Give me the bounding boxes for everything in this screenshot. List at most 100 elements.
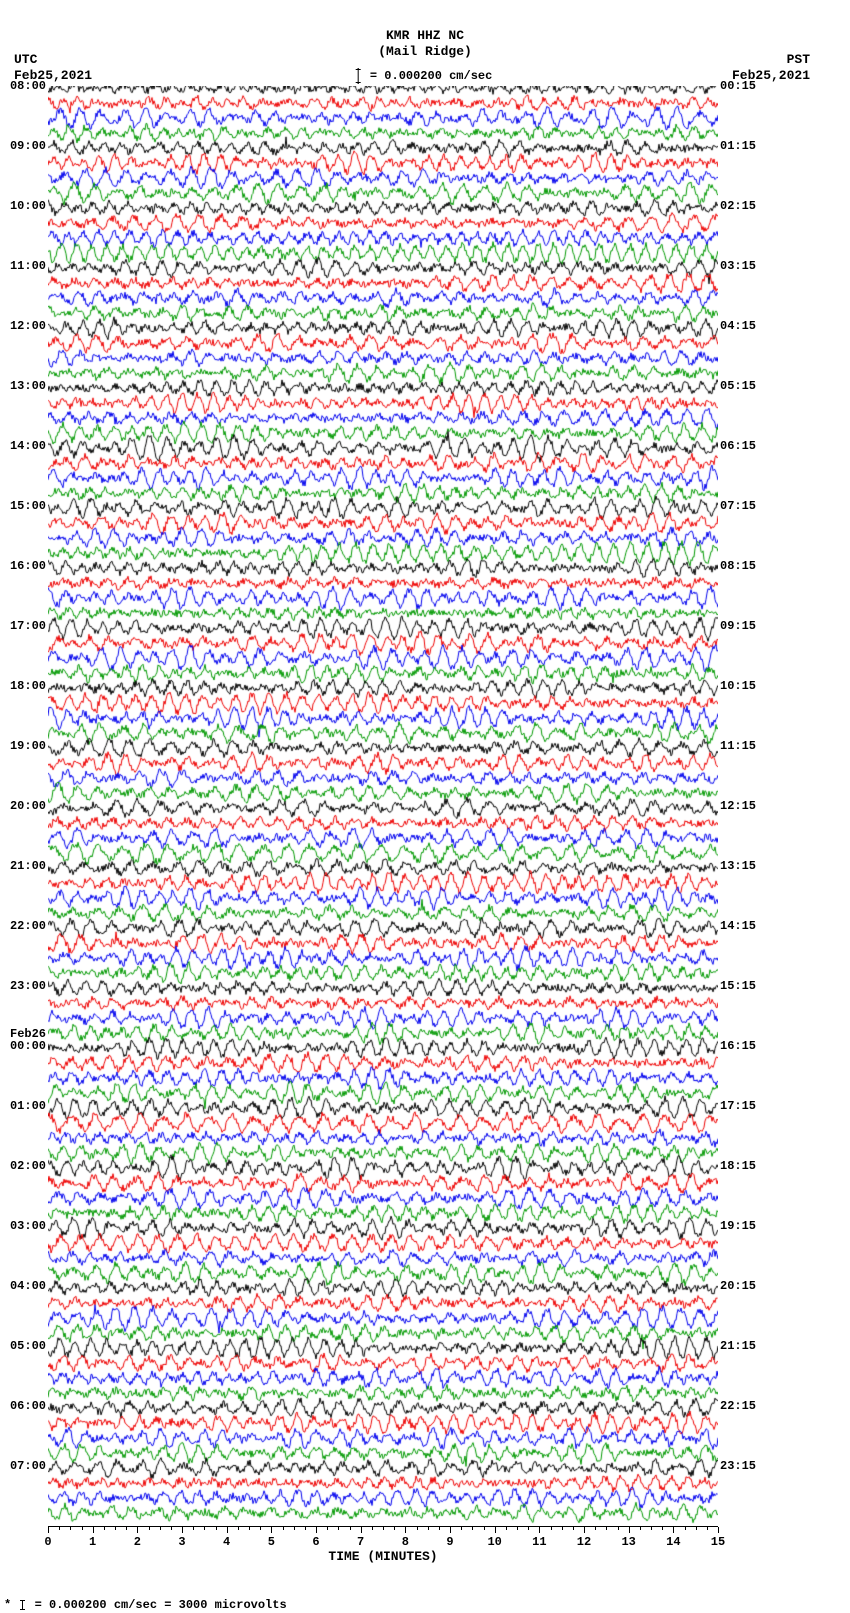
hour-label-left: 09:00: [2, 140, 46, 152]
hour-label-left: 01:00: [2, 1100, 46, 1112]
x-tick-minor: [249, 1527, 250, 1530]
hour-label-right: 11:15: [720, 740, 756, 752]
hour-label-left: 04:00: [2, 1280, 46, 1292]
x-tick-minor: [149, 1527, 150, 1530]
hour-label-right: 03:15: [720, 260, 756, 272]
hour-label-right: 04:15: [720, 320, 756, 332]
hour-label-right: 06:15: [720, 440, 756, 452]
x-tick-minor: [517, 1527, 518, 1530]
x-tick: [673, 1527, 674, 1533]
x-tick-label: 2: [134, 1535, 141, 1549]
x-tick-minor: [394, 1527, 395, 1530]
x-tick-minor: [350, 1527, 351, 1530]
hour-label-left: 15:00: [2, 500, 46, 512]
x-tick: [405, 1527, 406, 1533]
hour-label-left: 07:00: [2, 1460, 46, 1472]
x-tick-minor: [562, 1527, 563, 1530]
hour-label-right: 07:15: [720, 500, 756, 512]
x-tick-minor: [59, 1527, 60, 1530]
x-tick-minor: [82, 1527, 83, 1530]
footer-scale-text: = 0.000200 cm/sec = 3000 microvolts: [35, 1598, 287, 1612]
x-tick-minor: [573, 1527, 574, 1530]
seismic-traces-canvas: [48, 86, 718, 1526]
x-tick-label: 1: [89, 1535, 96, 1549]
x-tick: [450, 1527, 451, 1533]
x-tick-label: 6: [312, 1535, 319, 1549]
x-tick-minor: [115, 1527, 116, 1530]
hour-label-left: 08:00: [2, 80, 46, 92]
hour-label-left: 10:00: [2, 200, 46, 212]
x-tick-minor: [283, 1527, 284, 1530]
hour-label-left: 19:00: [2, 740, 46, 752]
x-tick-minor: [372, 1527, 373, 1530]
x-tick-minor: [216, 1527, 217, 1530]
hour-label-left: 22:00: [2, 920, 46, 932]
x-tick-minor: [171, 1527, 172, 1530]
hour-label-left: 12:00: [2, 320, 46, 332]
hour-label-left: 17:00: [2, 620, 46, 632]
x-tick-label: 5: [268, 1535, 275, 1549]
x-tick-minor: [640, 1527, 641, 1530]
x-tick-label: 13: [621, 1535, 635, 1549]
x-tick-minor: [327, 1527, 328, 1530]
x-tick-minor: [417, 1527, 418, 1530]
x-tick-minor: [204, 1527, 205, 1530]
hour-label-left: 14:00: [2, 440, 46, 452]
hour-label-left: 20:00: [2, 800, 46, 812]
hour-label-left: 02:00: [2, 1160, 46, 1172]
x-tick-minor: [294, 1527, 295, 1530]
x-tick-label: 9: [446, 1535, 453, 1549]
x-tick: [137, 1527, 138, 1533]
x-tick-minor: [160, 1527, 161, 1530]
hour-label-right: 23:15: [720, 1460, 756, 1472]
header-block: KMR HHZ NC (Mail Ridge): [0, 28, 850, 59]
x-tick-minor: [238, 1527, 239, 1530]
x-tick-minor: [685, 1527, 686, 1530]
x-tick-minor: [439, 1527, 440, 1530]
hour-label-left: 18:00: [2, 680, 46, 692]
x-tick: [271, 1527, 272, 1533]
x-tick-minor: [193, 1527, 194, 1530]
x-tick: [629, 1527, 630, 1533]
x-tick-label: 7: [357, 1535, 364, 1549]
right-tz-label: PST: [732, 52, 810, 68]
x-tick: [93, 1527, 94, 1533]
x-tick-label: 15: [711, 1535, 725, 1549]
hour-label-left: 03:00: [2, 1220, 46, 1232]
x-tick-label: 3: [178, 1535, 185, 1549]
x-tick-label: 4: [223, 1535, 230, 1549]
x-tick-minor: [551, 1527, 552, 1530]
x-tick-minor: [428, 1527, 429, 1530]
x-tick-minor: [618, 1527, 619, 1530]
hour-label-left: 06:00: [2, 1400, 46, 1412]
x-tick: [495, 1527, 496, 1533]
x-tick-minor: [528, 1527, 529, 1530]
x-tick: [227, 1527, 228, 1533]
hour-label-right: 14:15: [720, 920, 756, 932]
x-tick-minor: [506, 1527, 507, 1530]
hour-label-left: 05:00: [2, 1340, 46, 1352]
x-tick-minor: [595, 1527, 596, 1530]
x-tick: [316, 1527, 317, 1533]
hour-label-right: 19:15: [720, 1220, 756, 1232]
hour-label-right: 15:15: [720, 980, 756, 992]
footer-scale: * = 0.000200 cm/sec = 3000 microvolts: [4, 1598, 287, 1612]
hour-label-right: 20:15: [720, 1280, 756, 1292]
x-tick-label: 14: [666, 1535, 680, 1549]
hour-label-left: 16:00: [2, 560, 46, 572]
x-tick: [539, 1527, 540, 1533]
x-tick: [361, 1527, 362, 1533]
x-tick-minor: [260, 1527, 261, 1530]
hour-label-right: 16:15: [720, 1040, 756, 1052]
hour-label-right: 01:15: [720, 140, 756, 152]
hour-label-right: 09:15: [720, 620, 756, 632]
x-tick-label: 12: [577, 1535, 591, 1549]
hour-label-right: 21:15: [720, 1340, 756, 1352]
plot-area: [48, 86, 718, 1526]
hour-label-left: 13:00: [2, 380, 46, 392]
hour-label-right: 18:15: [720, 1160, 756, 1172]
x-tick: [718, 1527, 719, 1533]
hour-label-right: 12:15: [720, 800, 756, 812]
hour-label-right: 17:15: [720, 1100, 756, 1112]
x-tick-minor: [696, 1527, 697, 1530]
